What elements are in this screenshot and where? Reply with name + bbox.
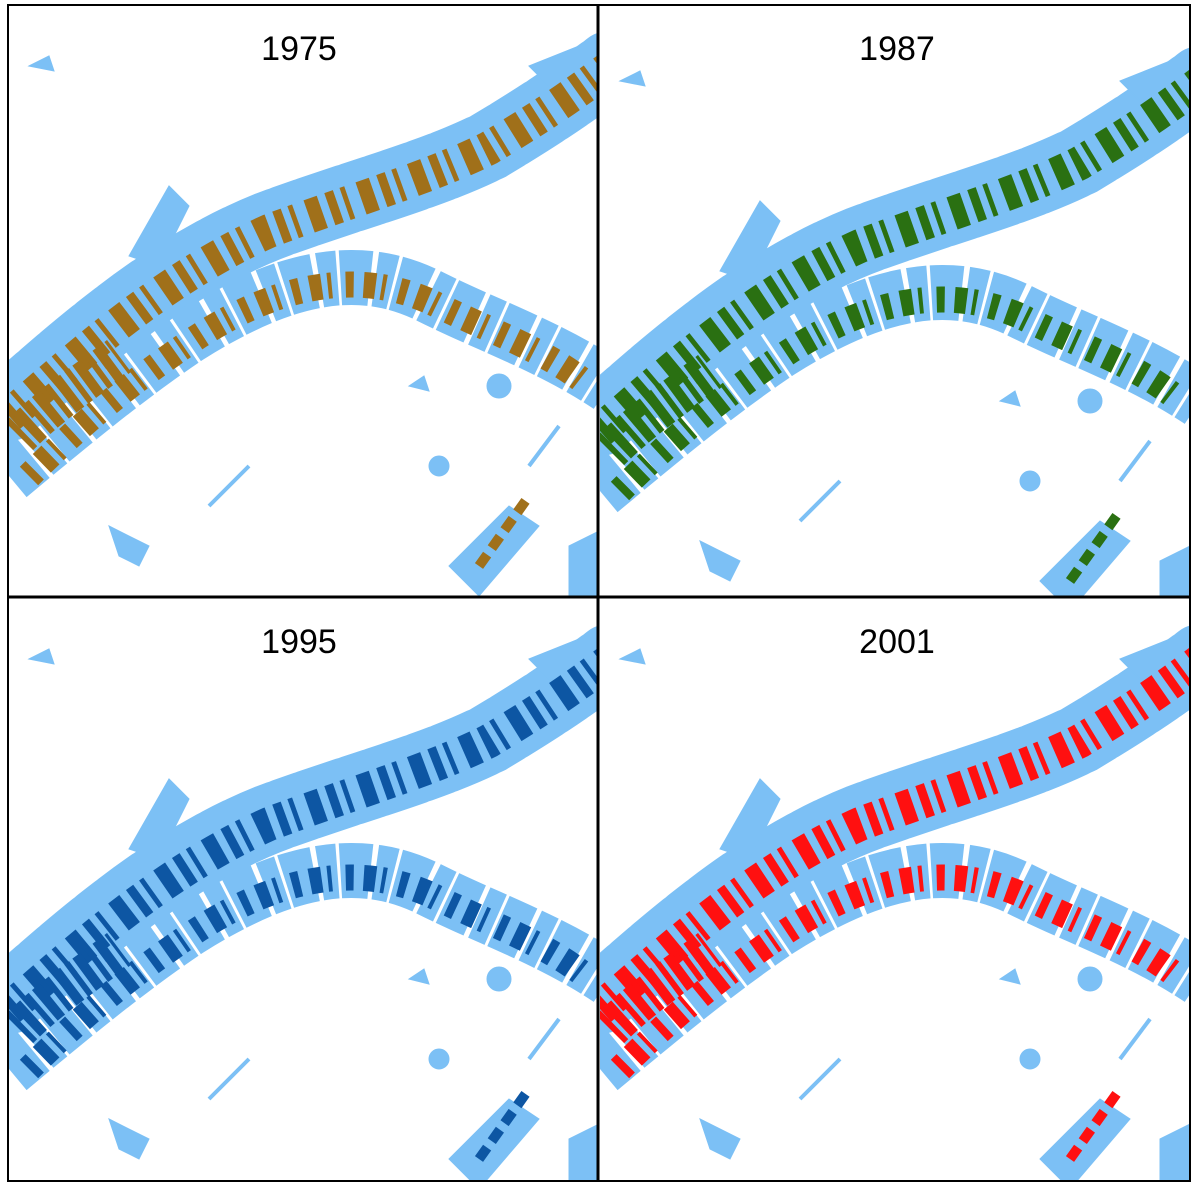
map-layer	[600, 639, 1191, 1182]
map-panel: 1987	[600, 30, 1191, 611]
map-layer	[600, 61, 1191, 611]
panel-title: 1987	[859, 30, 935, 68]
panel-title: 2001	[859, 623, 935, 661]
map-figure: 1975 1987 1995 2001	[0, 0, 1191, 1182]
map-panel: 1975	[9, 30, 609, 596]
map-panel: 1995	[9, 623, 609, 1182]
map-layer	[9, 46, 609, 596]
map-layer	[9, 639, 609, 1182]
panel-title: 1995	[261, 623, 337, 661]
map-panel: 2001	[600, 623, 1191, 1182]
panel-title: 1975	[261, 30, 337, 68]
